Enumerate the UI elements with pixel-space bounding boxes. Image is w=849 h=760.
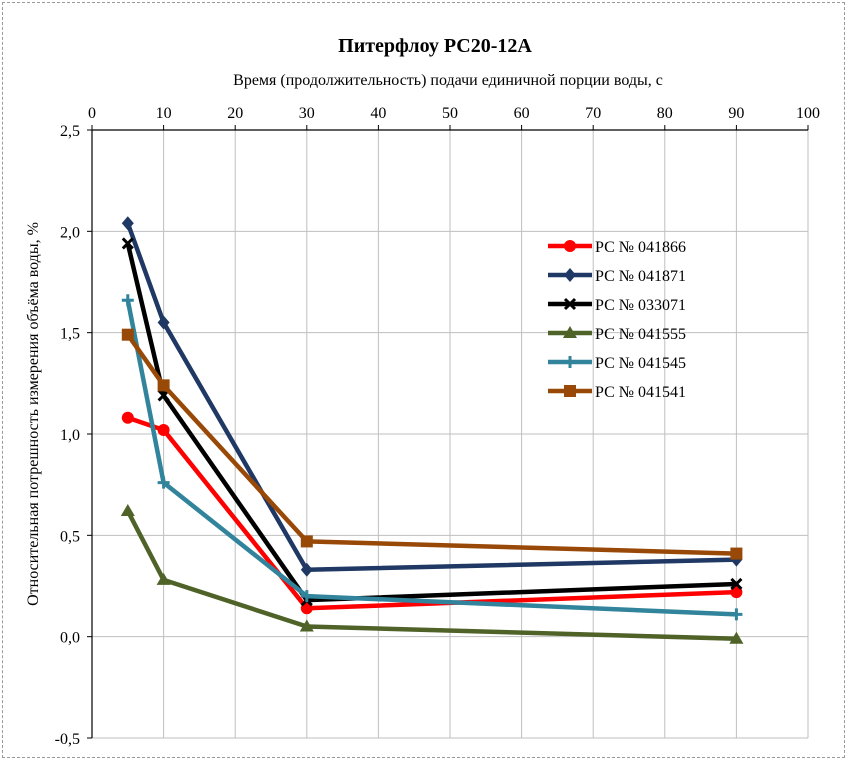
data-point [157, 379, 170, 392]
legend-label: РС № 033071 [595, 297, 686, 314]
x-tick-label: 30 [299, 105, 315, 122]
chart-title: Питерфлоу РС20-12А [338, 35, 532, 57]
data-point [120, 504, 135, 517]
y-tick-label: 0,0 [60, 630, 80, 647]
data-point [729, 631, 744, 644]
data-point [730, 547, 743, 560]
x-tick-label: 10 [156, 105, 172, 122]
legend-item: РС № 041545 [548, 355, 686, 372]
legend-label: РС № 041541 [595, 384, 686, 401]
data-point [299, 619, 314, 632]
legend-marker [563, 297, 577, 311]
x-tick-label: 80 [657, 105, 673, 122]
series-line [125, 299, 737, 617]
y-tick-label: 1,0 [60, 427, 80, 444]
legend-item: РС № 033071 [548, 297, 686, 314]
legend: РС № 041866 РС № 041871 РС № 033071 РС № 04… [548, 239, 686, 401]
y-tick-label: 0,5 [60, 528, 80, 545]
data-point [157, 423, 170, 436]
x-tick-label: 60 [514, 105, 530, 122]
legend-item: РС № 041555 [548, 326, 686, 343]
data-point [730, 608, 743, 621]
series-line [125, 222, 737, 573]
series-4 [120, 504, 744, 644]
series-line [125, 333, 737, 556]
data-point [121, 328, 134, 341]
data-point [156, 572, 171, 585]
x-tick-label: 20 [227, 105, 243, 122]
x-tick-label: 90 [728, 105, 744, 122]
series-5 [121, 294, 743, 621]
data-point [157, 476, 170, 489]
data-point [121, 294, 134, 307]
series-6 [121, 328, 743, 560]
legend-item: РС № 041871 [548, 268, 686, 285]
y-tick-label: 2,0 [60, 224, 80, 241]
y-tick-label: 1,5 [60, 326, 80, 343]
series-layer [120, 216, 744, 644]
data-point [121, 411, 134, 424]
data-point [300, 562, 313, 577]
x-tick-label: 0 [88, 105, 96, 122]
legend-marker [563, 326, 577, 338]
y-tick-label: -0,5 [55, 731, 80, 748]
legend-label: РС № 041545 [595, 355, 686, 372]
series-line [127, 415, 737, 611]
x-axis-label: Время (продолжительность) подачи единичн… [233, 72, 663, 89]
legend-item: РС № 041866 [548, 239, 686, 256]
x-tick-label: 70 [585, 105, 601, 122]
legend-label: РС № 041871 [595, 268, 686, 285]
series-line [125, 509, 737, 641]
data-point [121, 237, 134, 250]
y-axis-label: Относительная потрешность измерения объё… [25, 222, 42, 606]
data-point [157, 315, 170, 330]
legend-marker [564, 268, 576, 282]
y-tick-labels: -0,5 0,0 0,5 1,0 1,5 2,0 2,5 [55, 123, 80, 748]
axes [87, 125, 809, 739]
data-point [300, 590, 313, 603]
legend-item: РС № 041541 [548, 384, 686, 401]
x-tick-labels: 0 10 20 30 40 50 60 70 80 90 100 [88, 105, 820, 122]
data-point [300, 535, 313, 548]
x-tick-label: 40 [370, 105, 386, 122]
x-tick-label: 100 [796, 105, 820, 122]
y-tick-label: 2,5 [60, 123, 80, 140]
data-point [730, 577, 743, 591]
legend-label: РС № 041866 [595, 239, 686, 256]
legend-marker [564, 240, 576, 252]
legend-marker [564, 356, 576, 368]
legend-label: РС № 041555 [595, 326, 686, 343]
data-point [121, 216, 134, 231]
series-line [125, 242, 737, 603]
legend-marker [564, 385, 576, 397]
grid [91, 129, 809, 739]
x-tick-label: 50 [442, 105, 458, 122]
